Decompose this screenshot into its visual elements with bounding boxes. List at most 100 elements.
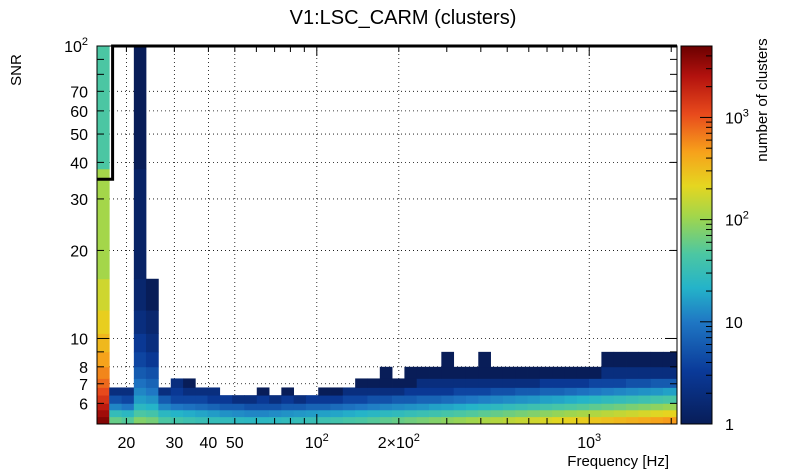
heatmap-cell <box>552 387 565 396</box>
heatmap-cell <box>133 378 147 388</box>
heatmap-cell <box>662 416 678 425</box>
heatmap-cell <box>429 387 442 396</box>
heatmap-cell <box>539 409 553 418</box>
heatmap-cell <box>478 409 491 418</box>
heatmap-cell <box>97 378 110 388</box>
heatmap-cell <box>244 409 258 418</box>
heatmap-cell <box>232 395 245 404</box>
heatmap-cell <box>564 409 578 418</box>
heatmap-cell <box>601 403 615 411</box>
heatmap-cell <box>650 395 664 404</box>
heatmap-cell <box>638 403 652 411</box>
heatmap-cell <box>392 387 405 396</box>
heatmap-cell <box>589 366 602 379</box>
heatmap-cell <box>429 416 442 425</box>
heatmap-cell <box>527 395 541 404</box>
heatmap-cell <box>145 378 159 388</box>
heatmap-cell <box>576 378 590 388</box>
heatmap-cell <box>170 387 184 396</box>
heatmap-cell <box>564 378 578 388</box>
heatmap-cell <box>552 378 565 388</box>
heatmap-cell <box>662 409 678 418</box>
heatmap-cell <box>613 378 627 388</box>
heatmap-cell <box>97 403 110 411</box>
heatmap-cell <box>453 378 467 388</box>
heatmap-cell <box>589 403 602 411</box>
heatmap-cell <box>379 409 393 418</box>
heatmap-cell <box>453 387 467 396</box>
heatmap-cell <box>515 403 528 411</box>
heatmap-cell <box>626 416 639 425</box>
heatmap-cell <box>207 403 221 411</box>
heatmap-cell <box>318 403 331 411</box>
heatmap-cell <box>195 403 208 411</box>
heatmap-cell <box>145 395 159 404</box>
heatmap-cell <box>133 403 147 411</box>
heatmap-cell <box>589 395 602 404</box>
heatmap-cell <box>465 366 479 379</box>
heatmap-cells <box>97 46 678 425</box>
heatmap-cell <box>342 403 356 411</box>
heatmap-cell <box>158 387 172 396</box>
heatmap-cell <box>416 416 430 425</box>
heatmap-cell <box>355 409 368 418</box>
heatmap-cell <box>145 387 159 396</box>
y-axis-ticks: 6 78 10 20 30 40 50 60 70 102 <box>64 36 677 413</box>
heatmap-cell <box>207 416 221 425</box>
heatmap-cell <box>281 409 295 418</box>
threshold-polyline <box>97 44 677 181</box>
heatmap-cell <box>478 378 491 388</box>
heatmap-cell <box>133 351 147 368</box>
heatmap-cell <box>601 351 615 368</box>
heatmap-cell <box>453 403 467 411</box>
heatmap-cell <box>305 395 319 404</box>
y-axis-label: SNR <box>8 54 25 86</box>
heatmap-cell <box>330 403 344 411</box>
heatmap-cell <box>133 168 147 280</box>
heatmap-cell <box>145 366 159 379</box>
heatmap-cell <box>404 409 418 418</box>
heatmap-cell <box>527 409 541 418</box>
heatmap-cell <box>207 409 221 418</box>
heatmap-cell <box>109 416 122 425</box>
heatmap-cell <box>515 416 528 425</box>
heatmap-cell <box>626 387 639 396</box>
heatmap-cell <box>367 416 381 425</box>
heatmap-cell <box>404 378 418 388</box>
y-tick-label: 10 <box>70 331 88 348</box>
chart-title: V1:LSC_CARM (clusters) <box>290 7 517 29</box>
heatmap-cell <box>121 403 135 411</box>
heatmap-cell <box>121 395 135 404</box>
heatmap-cell <box>650 403 664 411</box>
heatmap-cell <box>367 395 381 404</box>
heatmap-cell <box>527 366 541 379</box>
heatmap-cell <box>133 46 147 170</box>
heatmap-cell <box>662 387 678 396</box>
heatmap-cell <box>638 351 652 368</box>
heatmap-cell <box>502 387 516 396</box>
heatmap-cell <box>158 403 172 411</box>
heatmap-cell <box>613 387 627 396</box>
heatmap-cell <box>613 409 627 418</box>
x-tick-label: 20 <box>117 435 135 452</box>
heatmap-cell <box>133 409 147 418</box>
colorbar-tick-label: 102 <box>725 210 749 230</box>
y-tick-label: 102 <box>64 36 88 56</box>
heatmap-cell <box>342 387 356 396</box>
heatmap-cell <box>465 416 479 425</box>
heatmap-cell <box>490 378 504 388</box>
heatmap-cell <box>552 366 565 379</box>
heatmap-cell <box>293 395 307 404</box>
heatmap-cell <box>515 395 528 404</box>
heatmap-cell <box>318 387 331 396</box>
heatmap-cell <box>416 387 430 396</box>
heatmap-cell <box>552 416 565 425</box>
heatmap-cell <box>490 366 504 379</box>
heatmap-cell <box>392 403 405 411</box>
heatmap-cell <box>170 409 184 418</box>
heatmap-cell <box>478 403 491 411</box>
heatmap-cell <box>269 395 282 404</box>
heatmap-cell <box>145 403 159 411</box>
heatmap-cell <box>281 395 295 404</box>
heatmap-cell <box>650 378 664 388</box>
